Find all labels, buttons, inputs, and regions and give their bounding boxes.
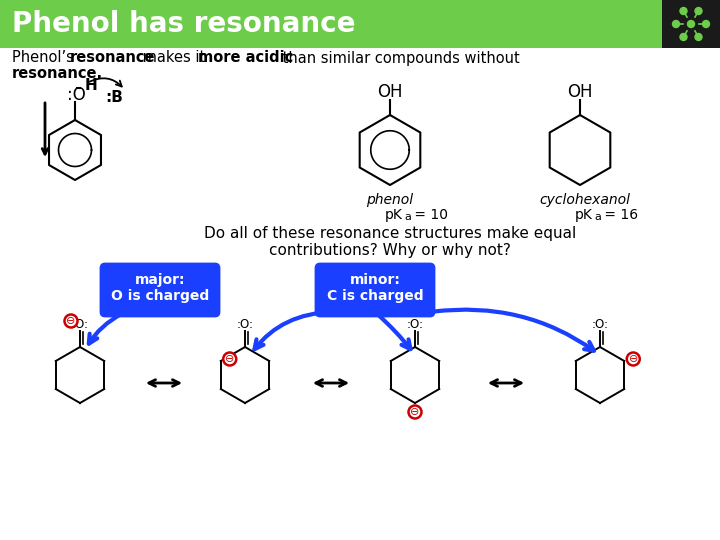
Circle shape [695, 33, 702, 40]
Text: :O:: :O: [71, 318, 89, 330]
Circle shape [695, 8, 702, 15]
Text: a: a [404, 212, 411, 222]
Text: OH: OH [567, 83, 593, 101]
Text: :O: :O [67, 86, 86, 104]
Text: pK: pK [385, 208, 403, 222]
Text: Phenol’s: Phenol’s [12, 51, 78, 65]
Circle shape [626, 353, 640, 366]
Circle shape [703, 21, 709, 28]
Text: ⊖: ⊖ [410, 407, 420, 417]
Text: :O:: :O: [236, 318, 253, 330]
Text: resonance: resonance [70, 51, 156, 65]
Text: minor:
C is charged: minor: C is charged [327, 273, 423, 303]
Text: OH: OH [377, 83, 402, 101]
Circle shape [65, 314, 78, 327]
Text: ⊖: ⊖ [225, 354, 235, 364]
Text: ⊖: ⊖ [629, 354, 638, 364]
Text: more acidic: more acidic [198, 51, 293, 65]
Text: ⊖: ⊖ [66, 316, 76, 326]
Circle shape [680, 33, 687, 40]
Circle shape [688, 21, 695, 28]
Text: makes it: makes it [138, 51, 210, 65]
Text: = 10: = 10 [410, 208, 448, 222]
Text: :O:: :O: [592, 318, 608, 330]
Bar [662, 0, 720, 48]
Text: phenol: phenol [366, 193, 413, 207]
Text: = 16: = 16 [600, 208, 638, 222]
Text: H: H [85, 78, 98, 92]
Text: cyclohexanol: cyclohexanol [539, 193, 631, 207]
Text: than similar compounds without: than similar compounds without [278, 51, 520, 65]
Circle shape [408, 406, 421, 419]
Text: :B: :B [105, 90, 123, 105]
Text: Phenol has resonance: Phenol has resonance [12, 10, 356, 38]
FancyBboxPatch shape [316, 264, 434, 316]
Bar [0, 0, 662, 48]
Text: pK: pK [575, 208, 593, 222]
Circle shape [672, 21, 680, 28]
Text: major:
O is charged: major: O is charged [111, 273, 209, 303]
Circle shape [680, 8, 687, 15]
Text: Do all of these resonance structures make equal
contributions? Why or why not?: Do all of these resonance structures mak… [204, 226, 576, 258]
Text: :O:: :O: [407, 318, 423, 330]
FancyBboxPatch shape [101, 264, 219, 316]
Circle shape [223, 353, 236, 366]
Text: resonance.: resonance. [12, 66, 103, 82]
Text: a: a [594, 212, 601, 222]
